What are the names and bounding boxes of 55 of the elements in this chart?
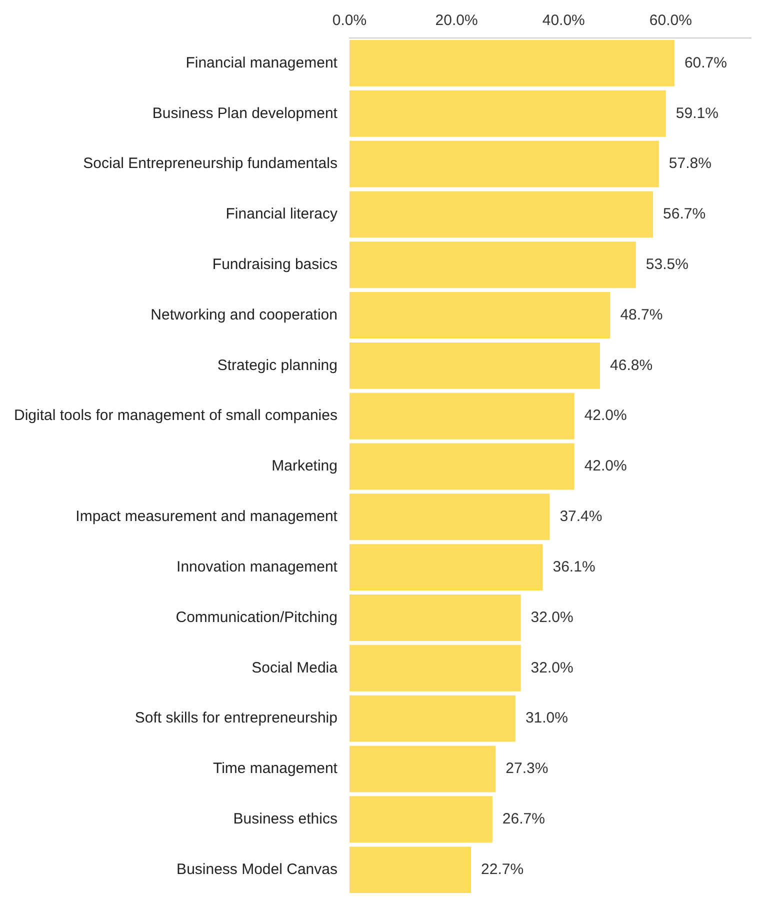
y-tick-label: Financial management [186, 54, 338, 72]
data-label: 27.3% [506, 760, 548, 778]
bar [349, 594, 521, 641]
data-label: 32.0% [530, 659, 574, 676]
data-label: 57.8% [668, 155, 712, 172]
bar [349, 342, 600, 389]
bar [349, 544, 543, 591]
y-tick-label: Business ethics [233, 810, 338, 828]
bar [349, 242, 636, 288]
data-label: 60.7% [684, 54, 727, 72]
x-tick-label: 60.0% [649, 12, 692, 30]
bar [349, 140, 659, 188]
bar [349, 796, 492, 843]
bar [349, 443, 574, 490]
y-tick-label: Innovation management [176, 558, 338, 576]
y-tick-label: Social Entrepreneurship fundamentals [83, 155, 338, 172]
y-tick-label: Digital tools for management of small companies [14, 407, 338, 424]
y-tick-label: Communication/Pitching [176, 608, 338, 626]
bar [349, 90, 666, 137]
data-label: 46.8% [610, 356, 653, 374]
data-label: 26.7% [502, 810, 545, 828]
data-label: 56.7% [663, 206, 706, 223]
bar [349, 494, 550, 540]
bar [349, 191, 654, 238]
data-label: 32.0% [530, 608, 574, 626]
bar [349, 644, 521, 692]
y-tick-label: Networking and cooperation [150, 306, 338, 324]
y-tick-label: Financial literacy [226, 206, 338, 223]
y-tick-label: Business Plan development [152, 104, 338, 122]
y-tick-label: Strategic planning [217, 356, 338, 374]
y-tick-label: Marketing [272, 458, 338, 475]
data-label: 53.5% [646, 256, 688, 273]
data-label: 37.4% [560, 508, 602, 526]
y-tick-label: Soft skills for entrepreneurship [134, 710, 338, 727]
data-label: 42.0% [584, 407, 627, 424]
y-tick-label: Social Media [252, 659, 338, 676]
x-tick-label: 0.0% [332, 12, 367, 30]
y-tick-label: Time management [212, 760, 338, 778]
data-label: 48.7% [620, 306, 663, 324]
data-label: 31.0% [525, 710, 568, 727]
bar [349, 846, 472, 894]
bar [349, 392, 574, 440]
data-label: 22.7% [481, 860, 524, 878]
bar [349, 695, 516, 742]
data-label: 42.0% [584, 458, 627, 475]
y-tick-label: Fundraising basics [212, 256, 338, 273]
bar [349, 40, 674, 86]
y-tick-label: Business Model Canvas [176, 860, 338, 878]
data-label: 36.1% [552, 558, 596, 576]
x-tick-label: 40.0% [542, 12, 585, 30]
bar [349, 746, 496, 792]
bar [349, 292, 610, 338]
y-tick-label: Impact measurement and management [76, 508, 338, 526]
data-label: 59.1% [676, 104, 718, 122]
x-tick-label: 20.0% [435, 12, 478, 30]
